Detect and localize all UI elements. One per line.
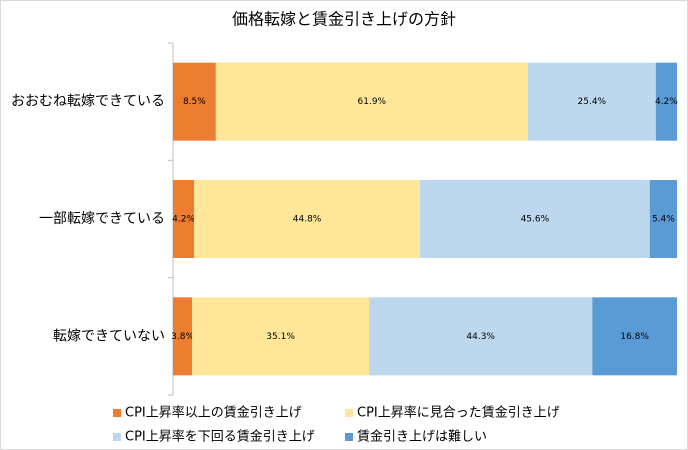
legend-label: 賃金引き上げは難しい bbox=[357, 429, 487, 445]
legend-marker bbox=[113, 409, 121, 417]
bar-segment bbox=[173, 297, 193, 376]
value-label: 61.9% bbox=[358, 97, 387, 107]
value-label: 3.8% bbox=[171, 332, 194, 342]
value-label: 16.8% bbox=[620, 332, 649, 342]
bar-segment bbox=[649, 180, 677, 258]
bar-segment bbox=[419, 180, 650, 258]
value-label: 44.8% bbox=[293, 215, 322, 225]
value-label: 25.4% bbox=[578, 97, 607, 107]
bar-segment bbox=[592, 297, 677, 376]
value-label: 45.6% bbox=[521, 215, 550, 225]
legend-marker bbox=[345, 409, 353, 417]
legend-label: CPI上昇率に見合った賃金引き上げ bbox=[357, 405, 560, 421]
y-tick-label: おおむね転嫁できている bbox=[11, 94, 165, 110]
value-label: 4.2% bbox=[655, 97, 678, 107]
legend-marker bbox=[345, 433, 353, 441]
bar-segment bbox=[527, 62, 656, 141]
bar-segment bbox=[194, 180, 420, 258]
chart-title: 価格転嫁と賃金引き上げの方針 bbox=[232, 10, 456, 29]
value-label: 5.4% bbox=[652, 215, 675, 225]
bar-segment bbox=[369, 297, 593, 376]
bar-segment bbox=[173, 180, 195, 258]
legend-marker bbox=[113, 433, 121, 441]
bar-segment bbox=[192, 297, 370, 376]
bar-segment bbox=[173, 62, 216, 141]
value-label: 35.1% bbox=[266, 332, 295, 342]
value-label: 4.2% bbox=[172, 215, 195, 225]
legend-label: CPI上昇率を下回る賃金引き上げ bbox=[125, 429, 315, 445]
value-label: 44.3% bbox=[466, 332, 495, 342]
y-tick-label: 転嫁できていない bbox=[53, 328, 165, 344]
value-label: 8.5% bbox=[183, 97, 206, 107]
bar-segment bbox=[655, 62, 677, 141]
y-tick-label: 一部転嫁できている bbox=[39, 211, 165, 227]
bar-segment bbox=[215, 62, 528, 141]
legend-label: CPI上昇率以上の賃金引き上げ bbox=[125, 405, 302, 421]
